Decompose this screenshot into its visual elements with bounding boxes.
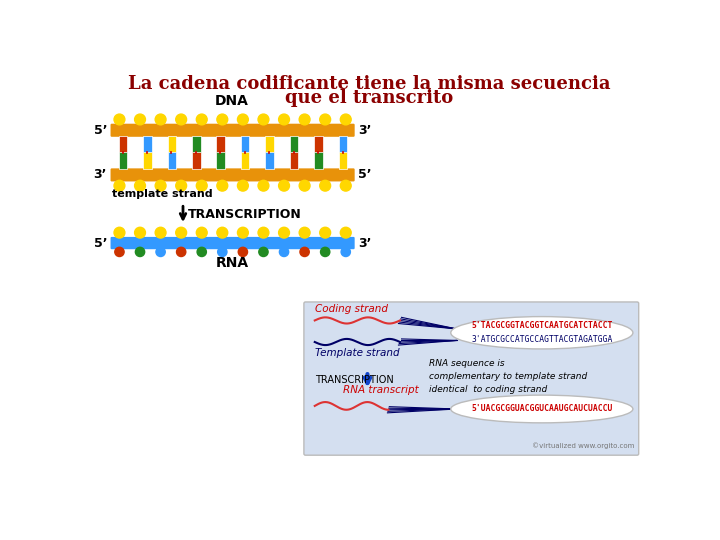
Bar: [241, 137, 249, 153]
Text: 3’: 3’: [358, 237, 372, 250]
Ellipse shape: [451, 395, 633, 423]
FancyBboxPatch shape: [304, 302, 639, 455]
Text: 3'ATGCGCCATGCCAGTTACGTAGATGGA: 3'ATGCGCCATGCCAGTTACGTAGATGGA: [471, 335, 613, 344]
Circle shape: [258, 180, 269, 191]
Text: 5'TACGCGGTACGGTCAATGCATCTACCT: 5'TACGCGGTACGGTCAATGCATCTACCT: [471, 321, 613, 330]
Bar: [339, 152, 347, 168]
Circle shape: [279, 114, 289, 125]
Bar: [192, 137, 201, 153]
Bar: [192, 152, 201, 168]
Text: RNA transcript: RNA transcript: [343, 385, 418, 395]
Circle shape: [238, 247, 248, 256]
Circle shape: [258, 247, 268, 256]
Text: 3’: 3’: [358, 124, 372, 137]
Bar: [266, 152, 274, 168]
Circle shape: [176, 247, 186, 256]
Circle shape: [300, 227, 310, 238]
Circle shape: [197, 114, 207, 125]
Circle shape: [320, 180, 330, 191]
Text: La cadena codificante tiene la misma secuencia: La cadena codificante tiene la misma sec…: [127, 75, 611, 93]
Bar: [143, 137, 152, 153]
Text: template strand: template strand: [112, 189, 212, 199]
Circle shape: [114, 227, 125, 238]
Text: 5’: 5’: [358, 168, 372, 181]
Circle shape: [156, 227, 166, 238]
Bar: [290, 137, 298, 153]
Bar: [217, 152, 225, 168]
Bar: [168, 152, 176, 168]
Text: DNA: DNA: [215, 94, 249, 108]
Circle shape: [217, 114, 228, 125]
Circle shape: [300, 114, 310, 125]
Bar: [143, 152, 152, 168]
Circle shape: [135, 180, 145, 191]
Text: 5’: 5’: [94, 237, 107, 250]
Circle shape: [320, 227, 330, 238]
Circle shape: [197, 227, 207, 238]
Circle shape: [176, 227, 186, 238]
Circle shape: [135, 247, 145, 256]
Text: RNA: RNA: [215, 255, 248, 269]
Circle shape: [258, 114, 269, 125]
Circle shape: [341, 180, 351, 191]
Ellipse shape: [451, 316, 633, 349]
Text: 5’: 5’: [94, 124, 107, 137]
Circle shape: [320, 247, 330, 256]
Bar: [339, 137, 347, 153]
Circle shape: [238, 180, 248, 191]
Circle shape: [217, 227, 228, 238]
Circle shape: [341, 114, 351, 125]
Bar: [217, 137, 225, 153]
Text: TRANSCRIPTION: TRANSCRIPTION: [188, 208, 302, 221]
Circle shape: [156, 180, 166, 191]
Circle shape: [238, 227, 248, 238]
Bar: [241, 152, 249, 168]
Bar: [315, 152, 323, 168]
Circle shape: [320, 114, 330, 125]
Bar: [119, 152, 127, 168]
Text: RNA sequence is
complementary to template strand
identical  to coding strand: RNA sequence is complementary to templat…: [429, 359, 588, 394]
Text: 5'UACGCGGUACGGUCAAUGCAUCUACCU: 5'UACGCGGUACGGUCAAUGCAUCUACCU: [471, 404, 613, 414]
Circle shape: [156, 247, 166, 256]
Text: que el transcrito: que el transcrito: [285, 89, 453, 107]
Bar: [119, 137, 127, 153]
Circle shape: [341, 227, 351, 238]
Circle shape: [279, 180, 289, 191]
FancyBboxPatch shape: [111, 168, 355, 181]
Bar: [290, 152, 298, 168]
Circle shape: [279, 247, 289, 256]
Circle shape: [135, 227, 145, 238]
Circle shape: [341, 247, 351, 256]
Circle shape: [217, 180, 228, 191]
Circle shape: [197, 247, 207, 256]
Circle shape: [238, 114, 248, 125]
Circle shape: [114, 247, 124, 256]
Bar: [168, 137, 176, 153]
Bar: [315, 137, 323, 153]
Circle shape: [114, 114, 125, 125]
Text: ©virtualized www.orgito.com: ©virtualized www.orgito.com: [531, 442, 634, 449]
Text: Template strand: Template strand: [315, 348, 400, 358]
Bar: [266, 137, 274, 153]
Text: Coding strand: Coding strand: [315, 304, 388, 314]
Circle shape: [300, 247, 310, 256]
Circle shape: [114, 180, 125, 191]
Text: 3’: 3’: [94, 168, 107, 181]
Circle shape: [176, 180, 186, 191]
Circle shape: [197, 180, 207, 191]
Circle shape: [156, 114, 166, 125]
Circle shape: [217, 247, 227, 256]
Circle shape: [300, 180, 310, 191]
Circle shape: [279, 227, 289, 238]
FancyBboxPatch shape: [111, 124, 355, 137]
FancyBboxPatch shape: [111, 237, 355, 249]
Text: TRANSCRIPTION: TRANSCRIPTION: [315, 375, 394, 384]
Circle shape: [135, 114, 145, 125]
Circle shape: [176, 114, 186, 125]
Circle shape: [258, 227, 269, 238]
